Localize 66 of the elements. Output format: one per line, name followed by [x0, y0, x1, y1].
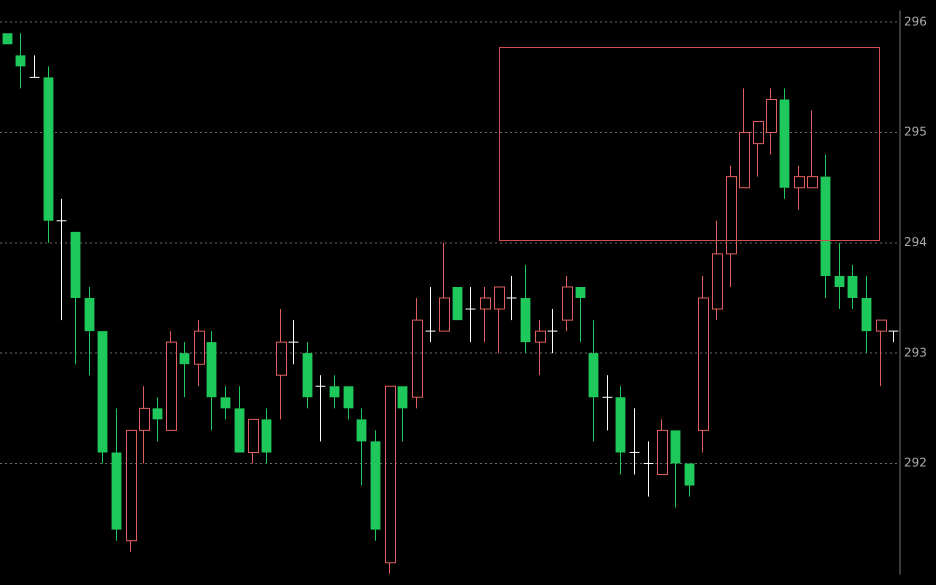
- candlestick: [766, 88, 777, 156]
- candlestick: [262, 408, 272, 464]
- candlestick: [398, 386, 408, 442]
- candlestick: [576, 286, 586, 343]
- candlestick: [288, 320, 298, 365]
- candlestick: [152, 396, 162, 442]
- candlestick: [520, 264, 530, 354]
- candlestick: [70, 232, 80, 365]
- candlestick: [862, 275, 872, 354]
- candlestick: [780, 88, 790, 200]
- candlestick: [194, 320, 205, 387]
- y-tick-label: 295: [904, 124, 927, 139]
- candlestick: [602, 374, 612, 431]
- candlestick: [753, 121, 764, 178]
- candlestick: [412, 298, 423, 409]
- candlestick: [180, 342, 190, 398]
- candlestick: [234, 386, 244, 452]
- candlestick: [166, 330, 177, 431]
- candlestick: [834, 242, 844, 310]
- y-tick-label: 294: [904, 234, 927, 249]
- candlestick: [876, 320, 887, 387]
- candlestick: [888, 330, 898, 343]
- candlestick: [206, 330, 216, 431]
- candlestick: [30, 54, 40, 78]
- candlestick: [16, 32, 26, 89]
- candlestick: [848, 264, 858, 310]
- candlestick: [466, 286, 476, 343]
- candlestick: [630, 408, 640, 476]
- candlestick: [494, 286, 505, 354]
- candlestick: [480, 286, 491, 343]
- candlestick: [439, 242, 450, 332]
- candlestick: [302, 342, 312, 409]
- candlestick: [616, 386, 626, 476]
- candlestick: [44, 66, 54, 244]
- candlestick: [506, 275, 516, 321]
- candlestick: [820, 154, 830, 299]
- candlestick: [56, 198, 66, 321]
- candlestick: [739, 88, 750, 188]
- candlestick: [356, 408, 366, 486]
- y-tick-label: 296: [904, 14, 927, 28]
- candlestick: [794, 165, 805, 210]
- candlestick: [112, 408, 122, 542]
- y-tick-label: 293: [904, 345, 927, 360]
- candlestick: [220, 386, 230, 420]
- candlestick: [548, 308, 558, 354]
- candlestick: [644, 440, 654, 498]
- candlestick: [698, 275, 709, 453]
- candlestick: [562, 275, 573, 332]
- candlestick: [126, 430, 137, 552]
- candlestick: [726, 165, 737, 288]
- y-tick-label: 292: [904, 456, 927, 470]
- candlestick: [370, 430, 380, 542]
- candlestick: [426, 286, 436, 343]
- candlestick: [535, 320, 546, 376]
- candlestick: [330, 374, 340, 409]
- candlestick: [712, 220, 723, 321]
- candlestick: [670, 430, 680, 508]
- candlestick: [248, 418, 259, 464]
- candlestick: [385, 386, 396, 574]
- candlestick: [139, 386, 150, 464]
- candlestick: [276, 308, 287, 420]
- candlestick: [316, 374, 326, 442]
- candlestick: [807, 110, 818, 188]
- candlestick: [84, 286, 94, 376]
- candlestick: [588, 320, 598, 442]
- candlestick: [657, 418, 668, 476]
